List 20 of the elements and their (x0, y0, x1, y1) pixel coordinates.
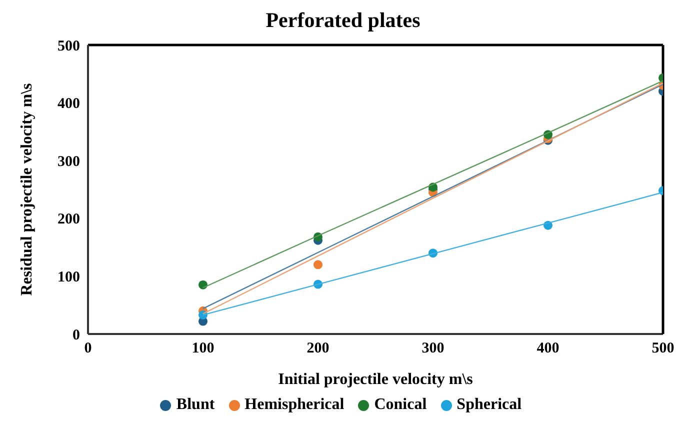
y-tick-label: 100 (58, 270, 80, 286)
x-axis-title: Initial projectile velocity m\s (278, 371, 473, 388)
x-tick-label: 300 (422, 340, 444, 357)
x-tick-label: 400 (536, 340, 560, 357)
x-tick-label: 200 (306, 340, 330, 357)
x-tick-label: 0 (84, 340, 92, 357)
legend-label: Spherical (456, 396, 522, 414)
y-tick-label: 200 (58, 212, 80, 228)
chart-title: Perforated plates (264, 8, 422, 34)
legend-label: Hemispherical (244, 396, 344, 414)
x-tick-label: 100 (192, 340, 214, 357)
x-tick-label: 500 (652, 340, 674, 357)
point (313, 260, 323, 270)
legend-label: Blunt (176, 396, 215, 414)
y-axis-title: Residual projectile velocity m\s (18, 83, 36, 296)
y-tick-label: 500 (58, 38, 80, 54)
legend-label: Conical (374, 396, 427, 414)
y-tick-label: 400 (58, 96, 80, 112)
y-tick-label: 300 (58, 154, 80, 170)
y-tick-label: 0 (72, 327, 80, 344)
